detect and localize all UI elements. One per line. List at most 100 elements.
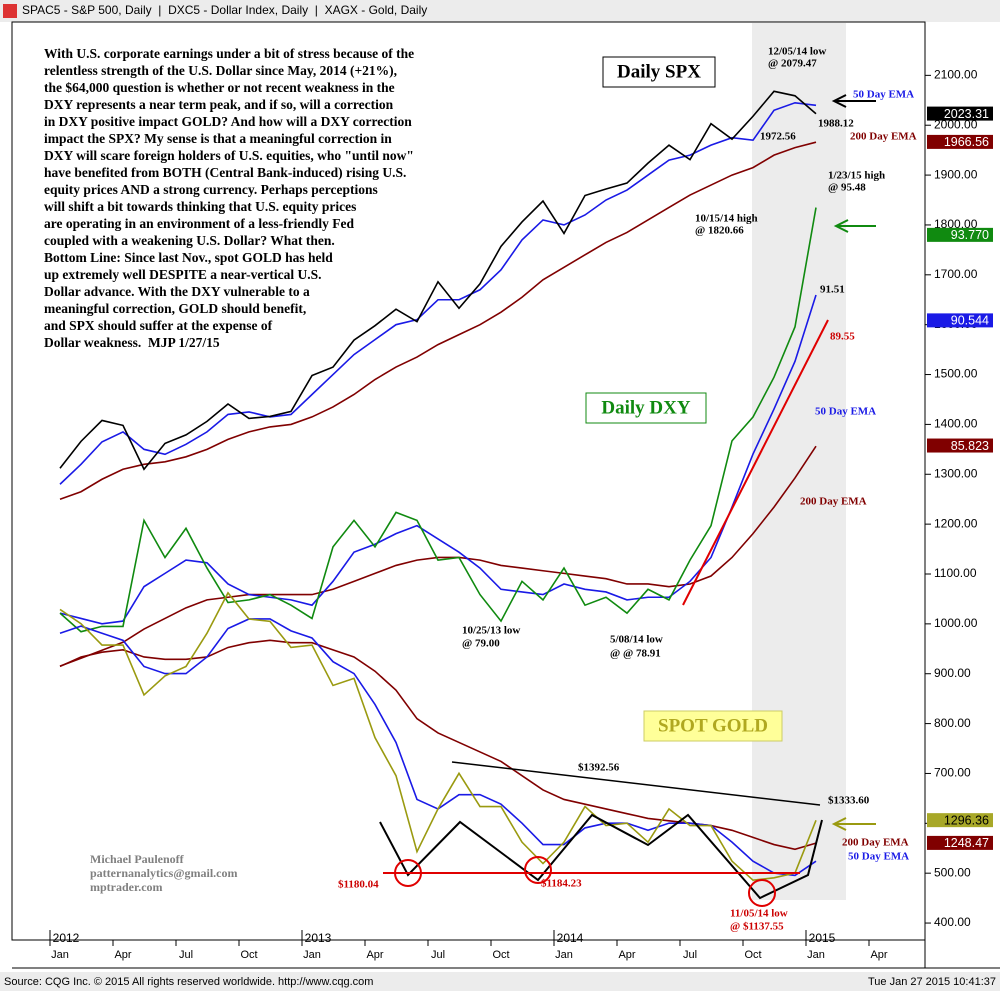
annotation: 1/23/15 high [828, 170, 885, 182]
annotation: 200 Day EMA [800, 496, 867, 508]
x-tick-label: Jan [555, 949, 573, 961]
x-tick-label: Apr [870, 949, 887, 961]
series-line [59, 445, 817, 667]
annotation: @ @ 78.91 [610, 648, 661, 660]
year-label: 2015 [809, 931, 836, 945]
footer-bar [0, 972, 1000, 991]
panel-title: Daily SPX [617, 61, 701, 82]
price-badge-label: 90.544 [951, 314, 989, 328]
commentary-line: have benefited from BOTH (Central Bank-i… [44, 165, 406, 180]
commentary-line: impact the SPX? My sense is that a meani… [44, 131, 392, 146]
x-tick-label: Oct [240, 949, 257, 961]
annotation: @ 1820.66 [695, 225, 744, 237]
panel-title-box [643, 710, 783, 742]
price-badge [927, 835, 993, 850]
x-tick-label: Jan [807, 949, 825, 961]
y-tick-label: 1900.00 [934, 167, 978, 181]
price-badge-label: 2023.31 [944, 107, 989, 121]
price-badge [927, 227, 993, 242]
annotation: 10/15/14 high [695, 213, 758, 225]
panel-title: SPOT GOLD [658, 715, 768, 736]
signature: Michael Paulenoff [90, 852, 185, 866]
commentary-line: DXY represents a near term peak, and if … [44, 97, 394, 112]
annotation: 1972.56 [760, 131, 796, 143]
commentary-line: equity prices AND a strong currency. Per… [44, 182, 378, 197]
y-tick-label: 1800.00 [934, 217, 978, 231]
series-line [59, 591, 817, 881]
y-tick-label: 1400.00 [934, 417, 978, 431]
commentary-line: relentless strength of the U.S. Dollar s… [44, 63, 397, 78]
y-tick-label: 1200.00 [934, 516, 978, 530]
annotation: @ 79.00 [462, 638, 500, 650]
x-tick-label: Oct [492, 949, 509, 961]
header-bar [0, 0, 1000, 22]
x-tick-label: Jul [683, 949, 697, 961]
footer-timestamp: Tue Jan 27 2015 10:41:37 [868, 976, 996, 988]
series-line [59, 141, 817, 500]
annotation: $1180.04 [338, 879, 379, 891]
commentary-line: coupled with a weakening U.S. Dollar? Wh… [44, 233, 335, 248]
annotation-lines [379, 94, 876, 907]
commentary-line: the $64,000 question is whether or not r… [44, 80, 395, 95]
layers: Jan Apr Jul Oct Jan Apr Jul Oct Jan Apr Jul Oct Jan A… [44, 46, 993, 961]
commentary-line: Dollar weakness. MJP 1/27/15 [44, 335, 220, 350]
low-circle [394, 859, 422, 887]
x-tick-label: Apr [618, 949, 635, 961]
y-tick-label: 1500.00 [934, 367, 978, 381]
commentary-line: With U.S. corporate earnings under a bit… [44, 46, 414, 61]
arrow [831, 94, 876, 108]
series-line [59, 207, 817, 633]
price-badge-label: 1296.36 [944, 813, 989, 827]
signature: patternanalytics@gmail.com [90, 866, 237, 880]
x-tick-label: Oct [744, 949, 761, 961]
year-label: 2014 [557, 931, 584, 945]
y-tick-label: 800.00 [934, 716, 971, 730]
commentary-line: in DXY positive impact GOLD? And how wil… [44, 114, 412, 129]
x-tick-label: Jan [303, 949, 321, 961]
annotation: $1392.56 [578, 762, 620, 774]
dxy-trendline [682, 319, 829, 606]
y-tick-label: 1000.00 [934, 616, 978, 630]
annotation: 50 Day EMA [815, 406, 876, 418]
year-label: 2013 [305, 931, 332, 945]
y-tick-label: 700.00 [934, 766, 971, 780]
commentary-line: are operating in an environment of a les… [44, 216, 354, 231]
annotation: @ 2079.47 [768, 58, 817, 70]
y-tick-label: 2000.00 [934, 117, 978, 131]
y-tick-label: 1300.00 [934, 466, 978, 480]
arrow [831, 817, 876, 831]
annotation: 12/05/14 low [768, 46, 826, 58]
shaded-band [752, 23, 846, 900]
annotation: 50 Day EMA [853, 89, 914, 101]
x-tick-label: Jan [51, 949, 69, 961]
panel-title: Daily DXY [601, 397, 690, 418]
commentary-line: Dollar advance. With the DXY vulnerable … [44, 284, 310, 299]
y-tick-label: 400.00 [934, 915, 971, 929]
x-tick-label: Jul [179, 949, 193, 961]
annotation: 1988.12 [818, 118, 854, 130]
commentary-line: up extremely well DESPITE a near-vertica… [44, 267, 321, 282]
annotation: $1333.60 [828, 795, 870, 807]
commentary-line: will shift a bit towards thinking that U… [44, 199, 356, 214]
annotation: $1184.23 [541, 878, 582, 890]
annotation: @ 95.48 [828, 182, 866, 194]
price-badge [927, 438, 993, 453]
commentary-line: DXY will scare foreign holders of U.S. e… [44, 148, 414, 163]
panel-title-box [585, 392, 707, 424]
y-tick-label: 900.00 [934, 666, 971, 680]
commentary-line: and SPX should suffer at the expense of [44, 318, 273, 333]
year-label: 2012 [53, 931, 80, 945]
y-tick-label: 1700.00 [934, 267, 978, 281]
annotation: 89.55 [830, 331, 855, 343]
low-circle [748, 879, 776, 907]
signature: mptrader.com [90, 880, 163, 894]
low-circle [524, 856, 552, 884]
series-line [59, 294, 817, 625]
annotation: 200 Day EMA [850, 131, 917, 143]
price-badge-label: 1248.47 [944, 836, 989, 850]
y-tick-label: 1100.00 [934, 566, 977, 580]
price-badge-label: 85.823 [951, 439, 989, 453]
price-badge [927, 313, 993, 328]
annotation: @ $1137.55 [730, 921, 784, 933]
